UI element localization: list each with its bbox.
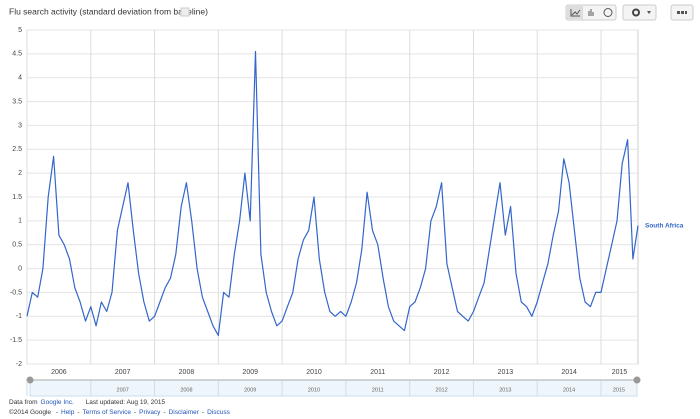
y-tick-label: 1.5 [12,194,22,201]
timeline-label: 2010 [308,387,320,393]
y-tick-label: 3.5 [12,98,22,105]
y-tick-label: -2 [16,361,22,368]
footer-link[interactable]: Privacy [139,409,161,416]
timeline-label: 2014 [563,387,575,393]
dropdown-icon [647,11,651,14]
x-tick-label: 2013 [498,369,514,376]
footer-source: Data from Google Inc. Last updated: Aug 1… [9,399,168,406]
series-line [26,50,639,336]
x-tick-label: 2011 [370,369,385,376]
footer-link[interactable]: Terms of Service [82,409,131,416]
line-icon [570,9,581,17]
separator: - [55,409,58,416]
y-tick-label: -0.5 [10,289,22,296]
x-tick-label: 2015 [612,369,628,376]
y-tick-label: 0.5 [12,242,22,249]
gear-icon [632,8,640,17]
x-tick-label: 2007 [115,369,131,376]
timeline-handle-left[interactable] [26,376,34,384]
y-tick-label: 4.5 [12,51,22,58]
map-icon [603,8,613,17]
info-icon[interactable] [180,7,190,17]
source-prefix: Data from [9,399,38,406]
x-tick-label: 2010 [306,369,322,376]
timeline-label: 2012 [435,387,447,393]
y-tick-label: 2.5 [12,146,22,153]
timeline-label: 2008 [180,387,192,393]
y-tick-label: 1 [18,218,22,225]
separator: - [201,409,205,416]
x-tick-label: 2006 [51,369,67,376]
y-tick-label: 4 [18,75,22,82]
y-tick-label: 2 [18,170,22,177]
updated: Last updated: Aug 19, 2015 [85,399,166,406]
series-label: South Africa [645,222,684,229]
timeline-label: 2007 [117,387,129,393]
timeline-label: 2015 [613,387,625,393]
y-tick-label: 0 [18,265,22,272]
x-tick-label: 2012 [434,369,450,376]
y-tick-label: 5 [18,27,22,34]
chart-title: Flu search activity (standard deviation … [9,6,208,16]
y-tick-label: 3 [18,122,22,129]
footer-links: ©2014 Google - Help - Terms of Service - Priv… [9,409,233,416]
y-tick-label: -1.5 [10,337,22,344]
x-tick-label: 2014 [561,369,577,376]
footer-link[interactable]: Disclaimer [168,409,199,416]
x-tick-label: 2009 [242,369,258,376]
y-tick-label: -1 [16,313,22,320]
footer-link[interactable]: Help [61,409,75,416]
separator: - [77,409,80,416]
x-tick-label: 2008 [179,369,195,376]
separator: - [163,409,166,416]
bar-icon [588,9,594,16]
footer-link[interactable]: Discuss [207,409,230,416]
toolbar [565,4,694,21]
timeline-label: 2011 [372,387,384,393]
timeline-label: 2009 [244,387,256,393]
source-link[interactable]: Google Inc. [40,399,74,406]
copyright: ©2014 Google [9,409,52,416]
timeline-label: 2013 [499,387,511,393]
timeline-handle-right[interactable] [633,376,641,384]
separator: - [133,409,137,416]
